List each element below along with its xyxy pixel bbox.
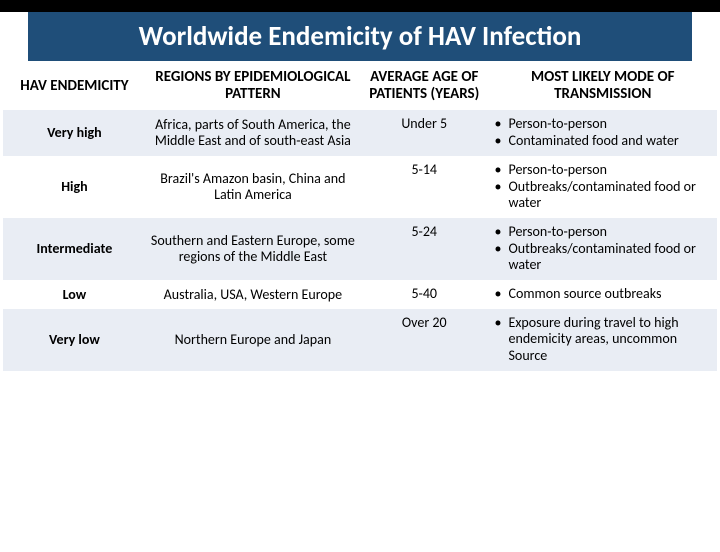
cell-regions: Southern and Eastern Europe, some region… [146,218,360,280]
cell-regions: Northern Europe and Japan [146,309,360,370]
cell-regions: Africa, parts of South America, the Midd… [146,110,360,156]
cell-regions: Brazil's Amazon basin, China and Latin A… [146,156,360,218]
cell-age: 5-24 [360,218,489,280]
cell-level: Low [3,280,146,309]
cell-level: High [3,156,146,218]
trans-item: Outbreaks/contaminated food or water [493,179,714,211]
table-body: Very high Africa, parts of South America… [3,110,717,371]
header-regions: REGIONS BY EPIDEMIOLOGICAL PATTERN [146,63,360,110]
slide: Worldwide Endemicity of HAV Infection HA… [0,12,720,552]
slide-title: Worldwide Endemicity of HAV Infection [28,12,692,61]
table-row: Intermediate Southern and Eastern Europe… [3,218,717,280]
cell-trans: Person-to-person Outbreaks/contaminated … [489,218,718,280]
header-trans: MOST LIKELY MODE OF TRANSMISSION [489,63,718,110]
table-header-row: HAV ENDEMICITY REGIONS BY EPIDEMIOLOGICA… [3,63,717,110]
cell-regions: Australia, USA, Western Europe [146,280,360,309]
header-age: AVERAGE AGE OF PATIENTS (YEARS) [360,63,489,110]
cell-level: Very low [3,309,146,370]
cell-trans: Person-to-person Outbreaks/contaminated … [489,156,718,218]
header-level: HAV ENDEMICITY [3,63,146,110]
trans-item: Contaminated food and water [493,133,714,149]
table-row: Very low Northern Europe and Japan Over … [3,309,717,370]
cell-trans: Exposure during travel to high endemicit… [489,309,718,370]
endemicity-table: HAV ENDEMICITY REGIONS BY EPIDEMIOLOGICA… [3,63,717,371]
trans-item: Person-to-person [493,224,714,240]
trans-item: Person-to-person [493,162,714,178]
table-row: Very high Africa, parts of South America… [3,110,717,156]
table-row: High Brazil's Amazon basin, China and La… [3,156,717,218]
cell-trans: Common source outbreaks [489,280,718,309]
cell-age: 5-40 [360,280,489,309]
cell-age: Over 20 [360,309,489,370]
trans-item: Common source outbreaks [493,286,714,302]
trans-item: Exposure during travel to high endemicit… [493,315,714,363]
cell-trans: Person-to-person Contaminated food and w… [489,110,718,156]
cell-level: Intermediate [3,218,146,280]
cell-age: 5-14 [360,156,489,218]
trans-item: Outbreaks/contaminated food or water [493,241,714,273]
trans-item: Person-to-person [493,116,714,132]
cell-age: Under 5 [360,110,489,156]
cell-level: Very high [3,110,146,156]
table-row: Low Australia, USA, Western Europe 5-40 … [3,280,717,309]
